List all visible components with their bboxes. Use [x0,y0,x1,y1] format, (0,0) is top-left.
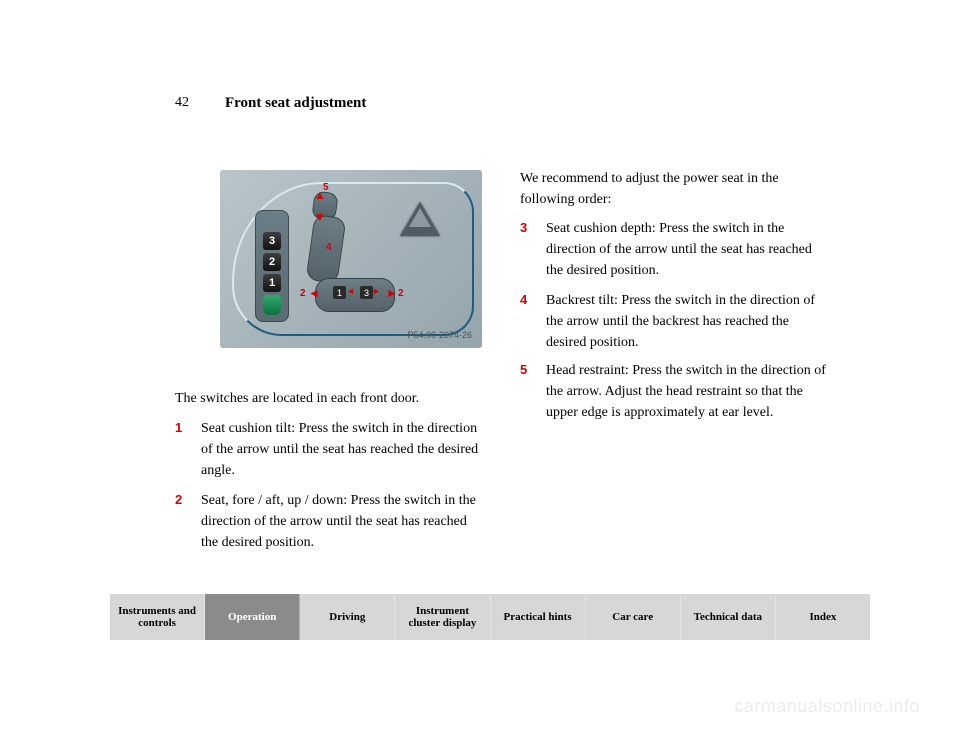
nav-driving[interactable]: Driving [300,594,395,640]
figure-id-label: P54.00-2074-26 [407,330,472,340]
callout-2-text: Seat, fore / aft, up / down: Press the s… [201,490,485,553]
callout-5-number: 5 [520,360,534,423]
callout-1-number: 1 [175,418,189,481]
right-intro: We recommend to adjust the power seat in… [520,168,830,210]
callout-5-text: Head restraint: Press the switch in the … [546,360,830,423]
arrow-right-icon: ► [386,286,398,300]
callout-4-text: Backrest tilt: Press the switch in the d… [546,290,830,353]
seat-control-figure: 1 2 3 5 4 2 2 1 3 ▲ ▼ ◄ ► ◄ ► P54.00-207… [220,170,482,348]
nav-instruments[interactable]: Instruments and controls [110,594,205,640]
memory-button-2: 2 [263,253,281,271]
nav-index[interactable]: Index [776,594,870,640]
section-nav: Instruments and controls Operation Drivi… [110,594,870,640]
callout-5: 5 Head restraint: Press the switch in th… [520,360,830,429]
nav-cluster-display[interactable]: Instrument cluster display [395,594,490,640]
callout-3: 3 Seat cushion depth: Press the switch i… [520,218,830,287]
watermark-text: carmanualsonline.info [734,696,920,717]
callout-1: 1 Seat cushion tilt: Press the switch in… [175,418,485,487]
arrow-left-small-icon: ◄ [346,286,355,296]
page-number: 42 [175,95,189,111]
figure-label-4: 4 [326,242,332,253]
figure-label-1: 1 [333,286,346,299]
memory-button-3: 3 [263,232,281,250]
memory-button-1: 1 [263,274,281,292]
callout-2-number: 2 [175,490,189,553]
arrow-up-icon: ▲ [314,188,326,202]
arrow-down-icon: ▼ [314,210,326,224]
callout-1-text: Seat cushion tilt: Press the switch in t… [201,418,485,481]
figure-label-2r: 2 [398,288,404,299]
nav-car-care[interactable]: Car care [586,594,681,640]
intro-text: The switches are located in each front d… [175,388,485,409]
callout-2: 2 Seat, fore / aft, up / down: Press the… [175,490,485,559]
nav-practical-hints[interactable]: Practical hints [491,594,586,640]
nav-technical-data[interactable]: Technical data [681,594,776,640]
memory-button-panel: 1 2 3 [255,210,289,322]
callout-4-number: 4 [520,290,534,353]
callout-3-text: Seat cushion depth: Press the switch in … [546,218,830,281]
seat-base-switch [315,278,395,312]
nav-operation[interactable]: Operation [205,594,300,640]
triangle-control [400,202,440,236]
arrow-left-icon: ◄ [308,286,320,300]
callout-4: 4 Backrest tilt: Press the switch in the… [520,290,830,359]
callout-3-number: 3 [520,218,534,281]
page-title: Front seat adjustment [225,95,366,112]
manual-page: 42 Front seat adjustment 1 2 3 5 4 2 2 1… [0,0,960,742]
figure-label-2l: 2 [300,288,306,299]
memory-m-button [263,295,281,315]
arrow-right-small-icon: ► [372,286,381,296]
